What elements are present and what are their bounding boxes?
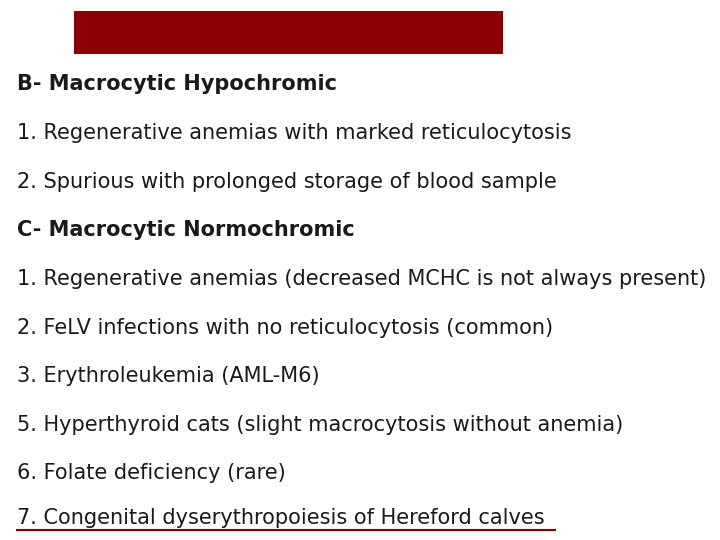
Text: 3. Erythroleukemia (AML-M6): 3. Erythroleukemia (AML-M6) xyxy=(17,366,320,386)
Text: 7. Congenital dyserythropoiesis of Hereford calves: 7. Congenital dyserythropoiesis of Heref… xyxy=(17,508,545,528)
Text: C- Macrocytic Normochromic: C- Macrocytic Normochromic xyxy=(17,220,355,240)
Text: 2. Spurious with prolonged storage of blood sample: 2. Spurious with prolonged storage of bl… xyxy=(17,172,557,192)
Text: 5. Hyperthyroid cats (slight macrocytosis without anemia): 5. Hyperthyroid cats (slight macrocytosi… xyxy=(17,415,624,435)
Text: 2. FeLV infections with no reticulocytosis (common): 2. FeLV infections with no reticulocytos… xyxy=(17,318,553,338)
Text: B- Macrocytic Hypochromic: B- Macrocytic Hypochromic xyxy=(17,75,337,94)
Text: 1. Regenerative anemias (decreased MCHC is not always present): 1. Regenerative anemias (decreased MCHC … xyxy=(17,269,706,289)
Text: 6. Folate deficiency (rare): 6. Folate deficiency (rare) xyxy=(17,463,286,483)
Bar xyxy=(74,11,503,54)
Text: 1. Regenerative anemias with marked reticulocytosis: 1. Regenerative anemias with marked reti… xyxy=(17,123,572,143)
